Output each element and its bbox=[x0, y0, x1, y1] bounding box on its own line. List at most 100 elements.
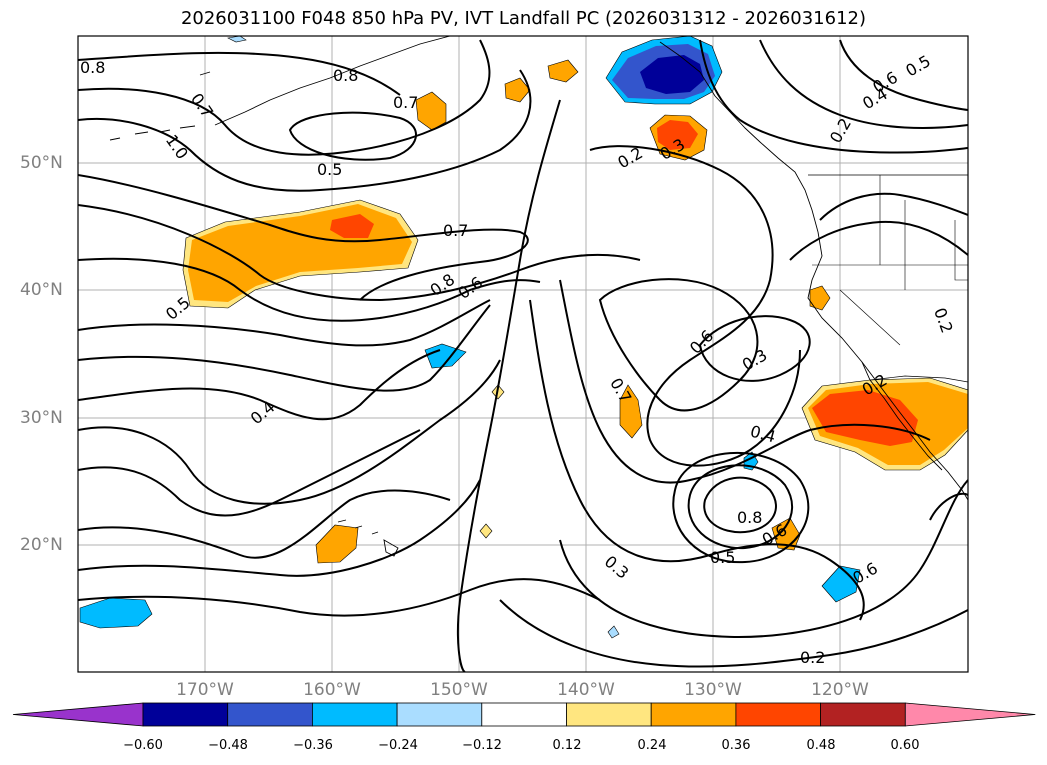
contour-label: 0.2 bbox=[800, 648, 825, 667]
contour-label: 0.8 bbox=[737, 508, 762, 527]
colorbar-tick-label: 0.24 bbox=[637, 738, 667, 753]
colorbar-segment bbox=[650, 702, 737, 727]
contour-east-4 bbox=[759, 39, 968, 129]
colorbar-tick-label: 0.48 bbox=[806, 738, 836, 753]
contour-east-3 bbox=[839, 39, 968, 111]
contour-sub-4 bbox=[78, 479, 481, 577]
contour-mid-3 bbox=[78, 257, 541, 322]
contour-label: 0.5 bbox=[902, 51, 934, 80]
lon-label-170w: 170°W bbox=[176, 680, 234, 700]
contour-label: 0.5 bbox=[317, 160, 342, 179]
contour-label: 0.8 bbox=[333, 66, 358, 85]
colorbar bbox=[12, 702, 1036, 727]
alaska-coast bbox=[214, 36, 451, 126]
plot-frame bbox=[77, 35, 969, 673]
colorbar-segment bbox=[820, 702, 906, 727]
colorbar-segment bbox=[566, 702, 652, 727]
fill-small-3 bbox=[547, 59, 579, 83]
lon-label-120w: 120°W bbox=[811, 680, 869, 700]
fill-neg-small-1 bbox=[424, 343, 467, 369]
contour-high-lat-2 bbox=[78, 39, 491, 156]
contour-east-2 bbox=[789, 220, 968, 261]
fill-small-6 bbox=[315, 524, 359, 564]
contour-sub-1 bbox=[78, 359, 501, 505]
contour-label: 0.7 bbox=[443, 221, 468, 240]
fill-neg-small-6 bbox=[227, 36, 247, 43]
contour-label: 0.2 bbox=[930, 305, 957, 335]
contour-label: 0.3 bbox=[739, 345, 771, 374]
contour-mid-4 bbox=[78, 299, 491, 347]
fill-neg-small-2 bbox=[79, 597, 153, 629]
contour-label: 0.8 bbox=[80, 58, 105, 77]
contour-sub-3 bbox=[78, 489, 451, 559]
fill-small-2 bbox=[504, 77, 531, 103]
lat-label-40n: 40°N bbox=[20, 280, 63, 300]
hawaii-islands bbox=[337, 519, 399, 557]
fill-small-9 bbox=[479, 523, 493, 539]
fill-small-5 bbox=[619, 384, 643, 439]
state-border-3 bbox=[839, 289, 901, 346]
colorbar-tick-label: 0.12 bbox=[552, 738, 582, 753]
contour-label: 0.7 bbox=[393, 93, 418, 112]
contour-label-group: 0.8 0.7 1.0 0.8 0.7 0.5 0.2 0.3 0.6 0.5 … bbox=[80, 51, 957, 667]
aleutian-islands bbox=[109, 71, 211, 141]
contour-sub-5 bbox=[78, 578, 601, 617]
coastlines bbox=[109, 36, 968, 557]
fill-neg-small-3 bbox=[821, 565, 861, 603]
contour-high-lat-1 bbox=[78, 51, 401, 96]
contour-mid-5 bbox=[78, 304, 491, 392]
negative-anomaly-fills bbox=[79, 36, 861, 639]
fill-baja-peak bbox=[812, 390, 918, 446]
contour-east-1 bbox=[819, 192, 968, 221]
contour-mid-1 bbox=[78, 174, 529, 301]
colorbar-segment bbox=[311, 702, 398, 727]
colorbar-tick-label: −0.36 bbox=[293, 738, 333, 753]
contour-ridge-1 bbox=[698, 315, 811, 382]
lat-label-50n: 50°N bbox=[20, 153, 63, 173]
contour-mid-6 bbox=[78, 349, 441, 421]
contour-east-5 bbox=[699, 39, 968, 154]
lat-label-30n: 30°N bbox=[20, 408, 63, 428]
fill-alaska-peak bbox=[657, 120, 698, 150]
lon-label-150w: 150°W bbox=[430, 680, 488, 700]
contour-south-1 bbox=[559, 479, 968, 638]
contour-eddy-1 bbox=[703, 476, 777, 534]
positive-anomaly-fills bbox=[182, 59, 968, 564]
colorbar-tick-label: 0.60 bbox=[890, 738, 920, 753]
contour-loop-east bbox=[929, 492, 968, 521]
contour-sub-2 bbox=[78, 429, 421, 517]
alaska-panhandle-coast bbox=[659, 41, 819, 233]
fill-small-4 bbox=[809, 285, 831, 311]
california-coast bbox=[807, 231, 968, 501]
colorbar-extend-low bbox=[12, 702, 144, 727]
colorbar-segment bbox=[735, 702, 822, 727]
lon-label-140w: 140°W bbox=[557, 680, 615, 700]
contour-high-lat-3 bbox=[78, 69, 532, 192]
fill-gulf-of-alaska-peak bbox=[640, 55, 704, 94]
colorbar-tick-label: −0.12 bbox=[462, 738, 502, 753]
colorbar-segment bbox=[227, 702, 313, 727]
us-mexico-border bbox=[869, 375, 968, 383]
fill-midpacific-peak bbox=[330, 214, 374, 238]
contour-trough-2 bbox=[589, 145, 801, 467]
colorbar-segment bbox=[142, 702, 229, 727]
colorbar-segment bbox=[481, 702, 567, 727]
contour-label: 0.4 bbox=[748, 421, 778, 446]
contour-sw-2 bbox=[529, 299, 865, 621]
fill-small-1 bbox=[415, 91, 447, 131]
map-title: 2026031100 F048 850 hPa PV, IVT Landfall… bbox=[180, 8, 867, 29]
contour-sw-1 bbox=[559, 279, 931, 484]
colorbar-tick-label: −0.60 bbox=[123, 738, 163, 753]
lon-label-130w: 130°W bbox=[684, 680, 742, 700]
contour-label: 0.3 bbox=[601, 552, 633, 583]
colorbar-tick-label: 0.36 bbox=[721, 738, 751, 753]
contour-mid-2 bbox=[78, 204, 641, 302]
contour-label: 0.4 bbox=[247, 397, 279, 428]
contour-oval-1 bbox=[288, 111, 417, 161]
fill-neg-small-5 bbox=[607, 625, 620, 639]
contour-eddy-2 bbox=[687, 464, 794, 550]
colorbar-segment bbox=[396, 702, 483, 727]
contour-trough-1 bbox=[456, 99, 561, 672]
contour-label: 0.5 bbox=[710, 548, 735, 567]
